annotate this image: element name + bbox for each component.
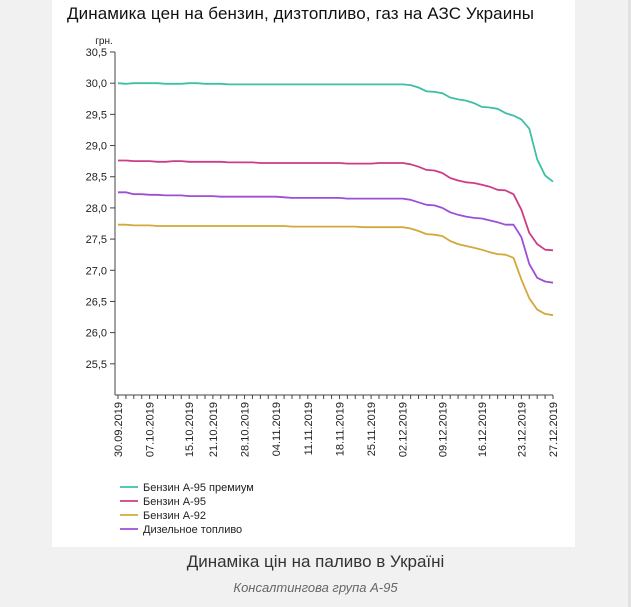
x-tick-label: 23.12.2019 — [516, 402, 528, 457]
y-tick-label: 28,5 — [86, 172, 107, 184]
x-tick-label: 16.12.2019 — [477, 402, 489, 457]
x-tick-label: 09.12.2019 — [437, 402, 449, 457]
series-line — [118, 159, 554, 252]
chart-axes — [114, 52, 553, 396]
y-tick-label: 27,5 — [86, 234, 107, 246]
y-axis-ticks: 30,5 30,0 29,5 29,0 28,5 28,0 27,5 27,0 26,5 26,0… — [86, 47, 115, 371]
y-tick-label: 29,0 — [86, 141, 107, 153]
figure-source: Консалтингова група А-95 — [233, 580, 398, 595]
x-axis-ticks: 30.09.2019 07.10.2019 15.10.2019 21.10.2019… — [113, 395, 560, 457]
x-tick-label: 25.11.2019 — [366, 402, 378, 456]
price-line-chart: грн. 30,5 30,0 29,5 29,0 28,5 28,0 27,5 27,0 26,… — [86, 36, 560, 536]
y-tick-label: 30,0 — [86, 78, 107, 90]
x-tick-label: 15.10.2019 — [184, 402, 196, 457]
y-tick-label: 26,5 — [86, 296, 107, 308]
figure-caption: Динаміка цін на паливо в Україні — [186, 552, 445, 571]
chart-title: Динамика цен на бензин, дизтопливо, газ … — [67, 4, 535, 23]
x-tick-label: 30.09.2019 — [113, 402, 125, 457]
legend-label: Бензин А-95 — [143, 496, 206, 508]
chart-legend: Бензин А-95 премиум Бензин А-95 Бензин А-9… — [120, 482, 254, 536]
legend-label: Бензин А-92 — [143, 510, 206, 522]
x-tick-label: 18.11.2019 — [334, 402, 346, 456]
y-tick-label: 28,0 — [86, 203, 107, 215]
x-tick-label: 11.11.2019 — [303, 402, 315, 455]
series-lines — [117, 82, 554, 317]
y-tick-label: 29,5 — [86, 109, 107, 121]
y-tick-label: 25,5 — [86, 359, 107, 371]
x-tick-label: 21.10.2019 — [208, 402, 220, 457]
x-tick-label: 27.12.2019 — [548, 402, 560, 457]
y-axis-unit-label: грн. — [95, 36, 113, 47]
page-scrollbar[interactable] — [628, 0, 631, 607]
y-tick-label: 27,0 — [86, 265, 107, 277]
legend-label: Дизельное топливо — [143, 524, 242, 536]
series-line — [117, 82, 554, 183]
series-line — [118, 223, 554, 317]
series-line — [118, 191, 554, 284]
chart-card — [52, 0, 575, 547]
y-tick-label: 30,5 — [86, 47, 107, 59]
x-tick-label: 02.12.2019 — [398, 402, 410, 457]
x-tick-label: 04.11.2019 — [271, 402, 283, 456]
x-tick-label: 07.10.2019 — [145, 402, 157, 457]
legend-label: Бензин А-95 премиум — [143, 482, 254, 494]
y-tick-label: 26,0 — [86, 328, 107, 340]
x-tick-label: 28.10.2019 — [240, 402, 252, 457]
